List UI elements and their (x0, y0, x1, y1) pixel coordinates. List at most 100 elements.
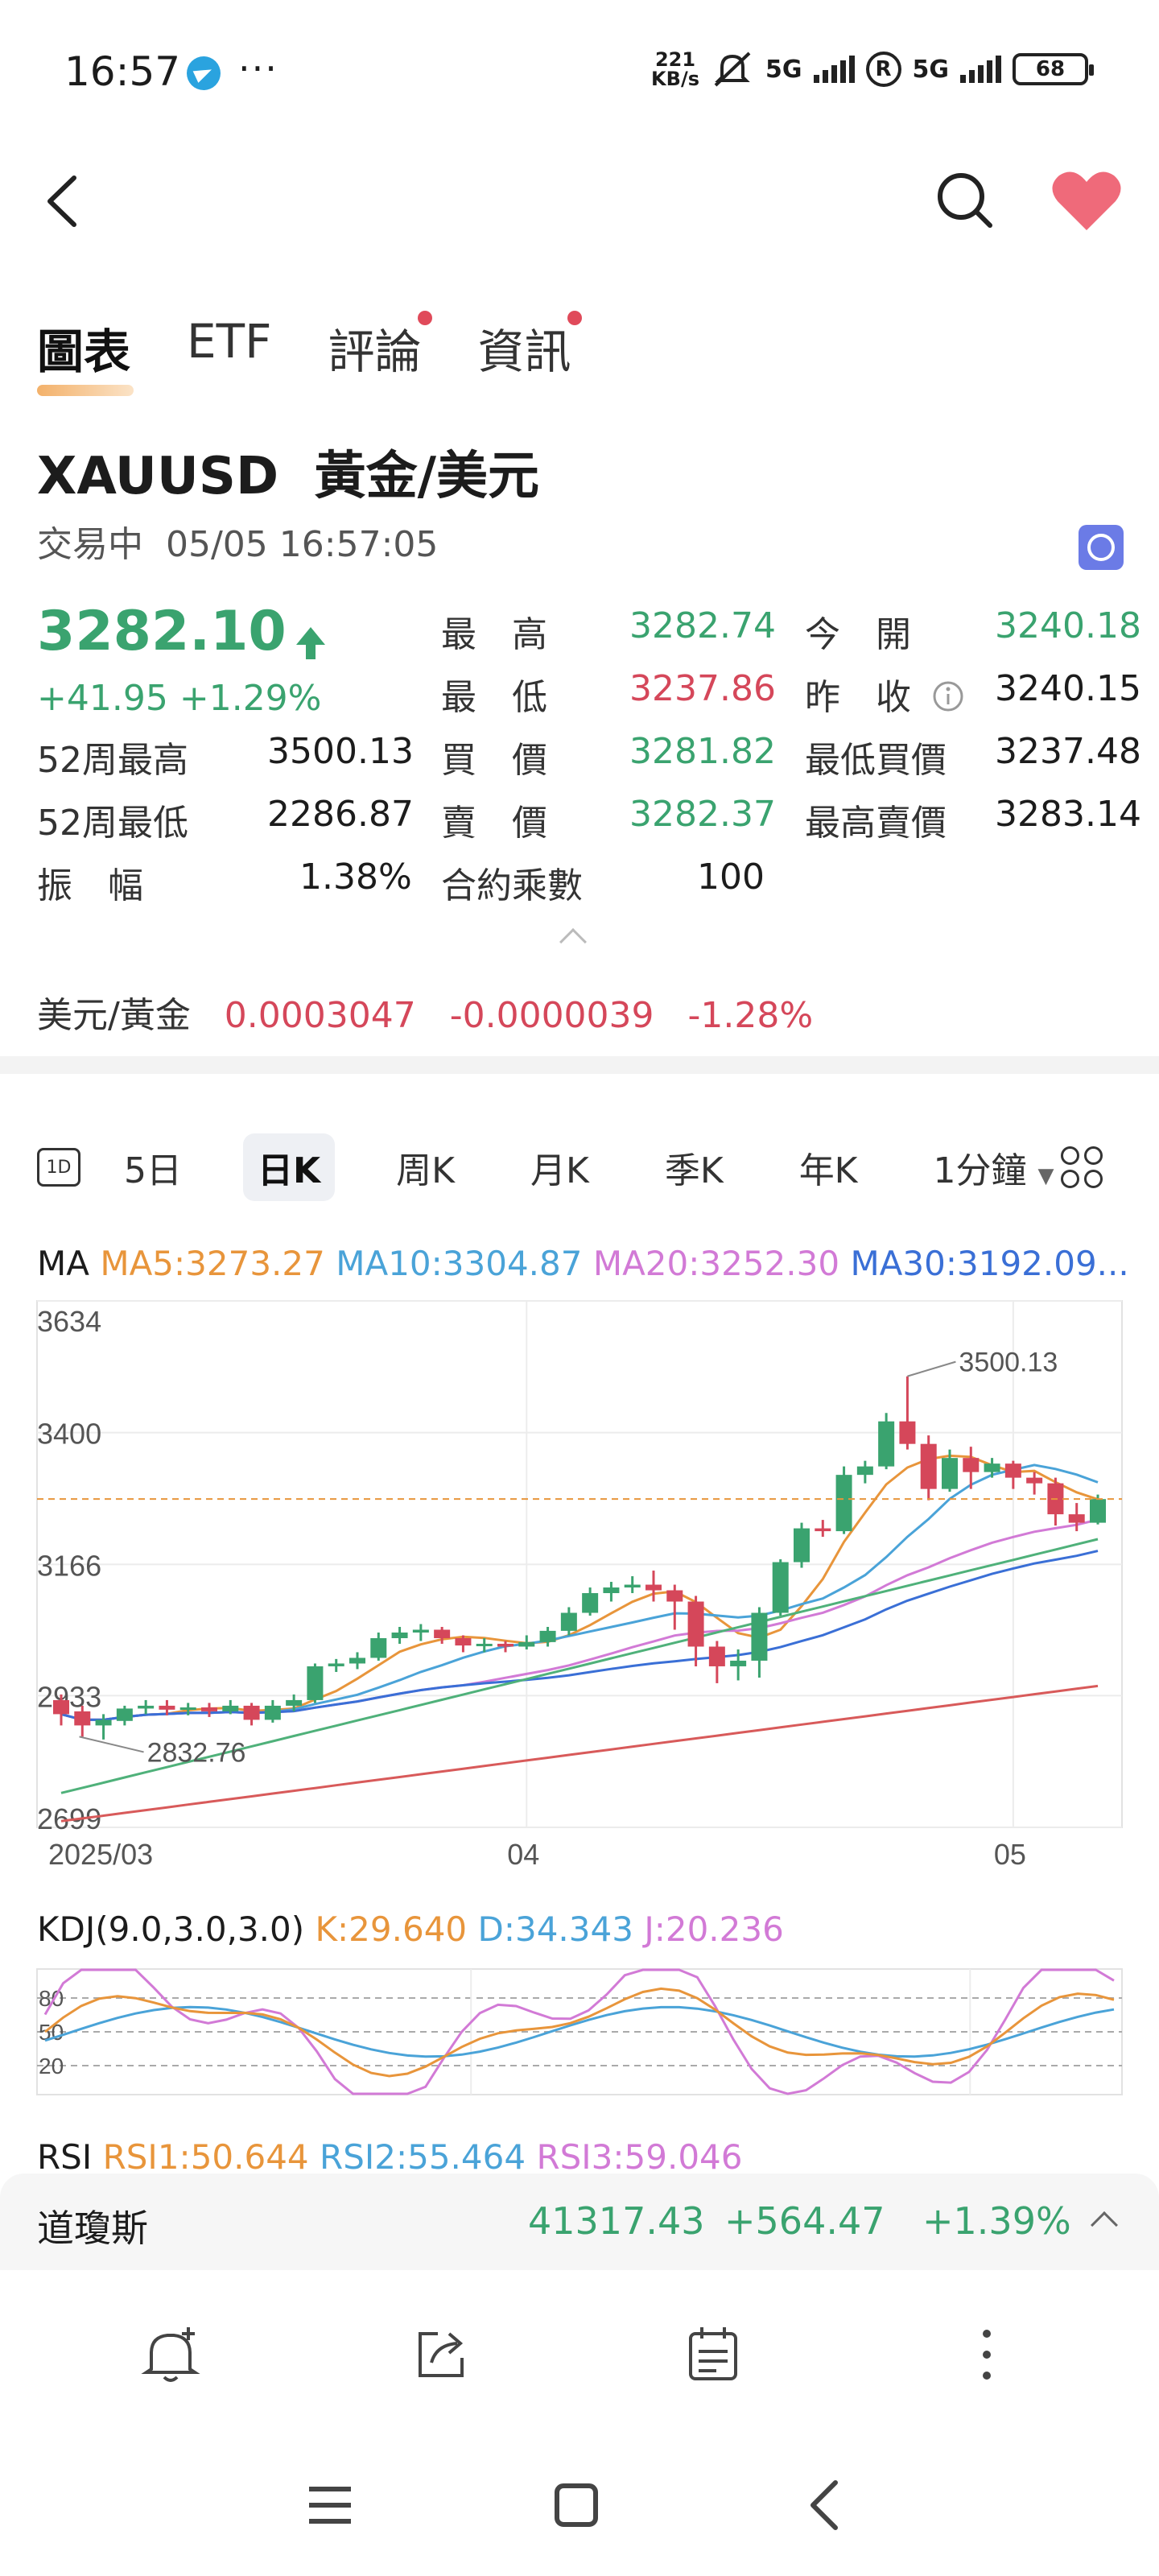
candle-body (772, 1562, 789, 1613)
candle-body (179, 1707, 196, 1711)
index-change: +564.47 (724, 2199, 885, 2243)
network-speed: 221 KB/s (651, 48, 699, 90)
ma10-line (60, 1463, 1099, 1721)
y-tick-label: 3166 (37, 1549, 101, 1582)
grid-layout-icon[interactable] (1061, 1146, 1103, 1188)
candle-body (835, 1475, 852, 1532)
low-annotation-label: 2832.76 (147, 1737, 246, 1768)
candle-body (391, 1632, 408, 1638)
high-annotation-label: 3500.13 (959, 1348, 1058, 1378)
candle-body (74, 1711, 91, 1726)
index-change-pct: +1.39% (922, 2199, 1071, 2243)
max-ask-label: 最高賣價 (805, 803, 947, 844)
unread-dot-icon (418, 311, 433, 325)
last-price: 3282.10 (37, 600, 325, 663)
collapse-chevron-icon[interactable] (559, 928, 587, 956)
candle-body (984, 1463, 1000, 1472)
candle-body (942, 1458, 958, 1489)
candle-body (1026, 1477, 1043, 1484)
period-minute-dropdown[interactable]: 1分鐘 ▼ (933, 1150, 1054, 1191)
w52-high-value: 3500.13 (267, 731, 414, 772)
info-icon[interactable] (932, 680, 964, 712)
tab-news[interactable]: 資訊 (477, 311, 583, 386)
ma5-line (60, 1454, 1099, 1721)
candle-body (603, 1587, 620, 1594)
candle-body (624, 1584, 641, 1588)
candle-body (434, 1629, 451, 1638)
alert-bell-icon[interactable] (138, 2322, 203, 2387)
candle-body (243, 1705, 260, 1720)
period-quarterly-k[interactable]: 季K (664, 1150, 724, 1191)
candle-body (1068, 1514, 1085, 1523)
high-value: 3282.74 (629, 605, 776, 646)
candle-body (708, 1646, 725, 1666)
candle-body (687, 1601, 704, 1647)
candle-body (730, 1660, 747, 1666)
globe-icon[interactable] (1079, 525, 1124, 570)
candle-body (794, 1528, 810, 1563)
bid-value: 3281.82 (629, 731, 776, 772)
w52-low-label: 52周最低 (37, 803, 188, 844)
signal-icon (813, 56, 855, 83)
search-icon[interactable] (934, 169, 995, 230)
prev-close-value: 3240.15 (995, 668, 1141, 709)
expand-chevron-icon[interactable] (1091, 2211, 1118, 2239)
menu-icon[interactable] (306, 2483, 354, 2528)
kdj-d-line (44, 2005, 1115, 2058)
period-weekly-k[interactable]: 周K (396, 1150, 455, 1191)
candle-body (328, 1663, 344, 1666)
kdj-k-line (44, 1987, 1115, 2078)
back-icon[interactable] (40, 173, 89, 229)
one-day-icon[interactable]: 1D (37, 1148, 80, 1187)
x-tick-label: 04 (507, 1838, 539, 1871)
period-yearly-k[interactable]: 年K (798, 1150, 858, 1191)
x-tick-label: 2025/03 (48, 1838, 153, 1871)
home-icon[interactable] (554, 2483, 599, 2528)
network-5g-label-2: 5G (912, 55, 950, 84)
min-bid-value: 3237.48 (995, 731, 1141, 772)
low-label: 最 低 (441, 677, 547, 718)
amplitude-label: 振 幅 (37, 865, 143, 906)
registered-icon: R (865, 52, 901, 87)
index-ticker-bar[interactable]: 道瓊斯 41317.43 +564.47 +1.39% (0, 2174, 1159, 2270)
candle-body (560, 1612, 577, 1631)
candle-body (920, 1443, 937, 1489)
w52-low-value: 2286.87 (267, 794, 414, 835)
share-icon[interactable] (409, 2322, 473, 2387)
calendar-icon[interactable] (681, 2322, 745, 2387)
detail-tabs: 圖表 ETF 評論 資訊 (37, 311, 583, 396)
multiplier-label: 合約乘數 (441, 865, 583, 906)
candle-body (856, 1466, 873, 1476)
back-nav-icon[interactable] (806, 2479, 842, 2531)
status-icons: 221 KB/s 5G R 5G 68 (651, 48, 1094, 90)
more-vertical-icon[interactable] (955, 2322, 1019, 2387)
candle-body (518, 1641, 535, 1647)
inverse-quote: 美元/黃金 0.0003047 -0.0000039 -1.28% (37, 995, 814, 1036)
kdj-level-label: 20 (39, 2054, 64, 2079)
status-time: 16:57 (64, 48, 181, 95)
period-monthly-k[interactable]: 月K (530, 1150, 589, 1191)
candle-body (1004, 1463, 1021, 1478)
favorite-heart-icon[interactable] (1050, 169, 1124, 233)
amplitude-value: 1.38% (299, 857, 412, 898)
unread-dot-icon (567, 311, 583, 325)
ma20-line (60, 1518, 1099, 1721)
tab-etf[interactable]: ETF (187, 314, 272, 369)
period-daily-k[interactable]: 日K (243, 1133, 336, 1201)
open-label: 今 開 (805, 614, 911, 655)
candle-body (53, 1699, 69, 1715)
candle-body (582, 1593, 599, 1613)
candle-body (645, 1584, 662, 1591)
tab-comments[interactable]: 評論 (328, 311, 433, 386)
period-5d[interactable]: 5日 (124, 1150, 182, 1191)
candle-body (95, 1719, 112, 1726)
tab-chart[interactable]: 圖表 (37, 314, 134, 396)
kdj-legend: KDJ(9.0,3.0,3.0) K:29.640 D:34.343 J:20.… (37, 1909, 784, 1949)
kdj-j-line (43, 1968, 1115, 2095)
index-value: 41317.43 (528, 2199, 705, 2243)
candle-body (412, 1629, 429, 1633)
ma30-line (60, 1550, 1099, 1721)
candle-body (539, 1630, 556, 1642)
